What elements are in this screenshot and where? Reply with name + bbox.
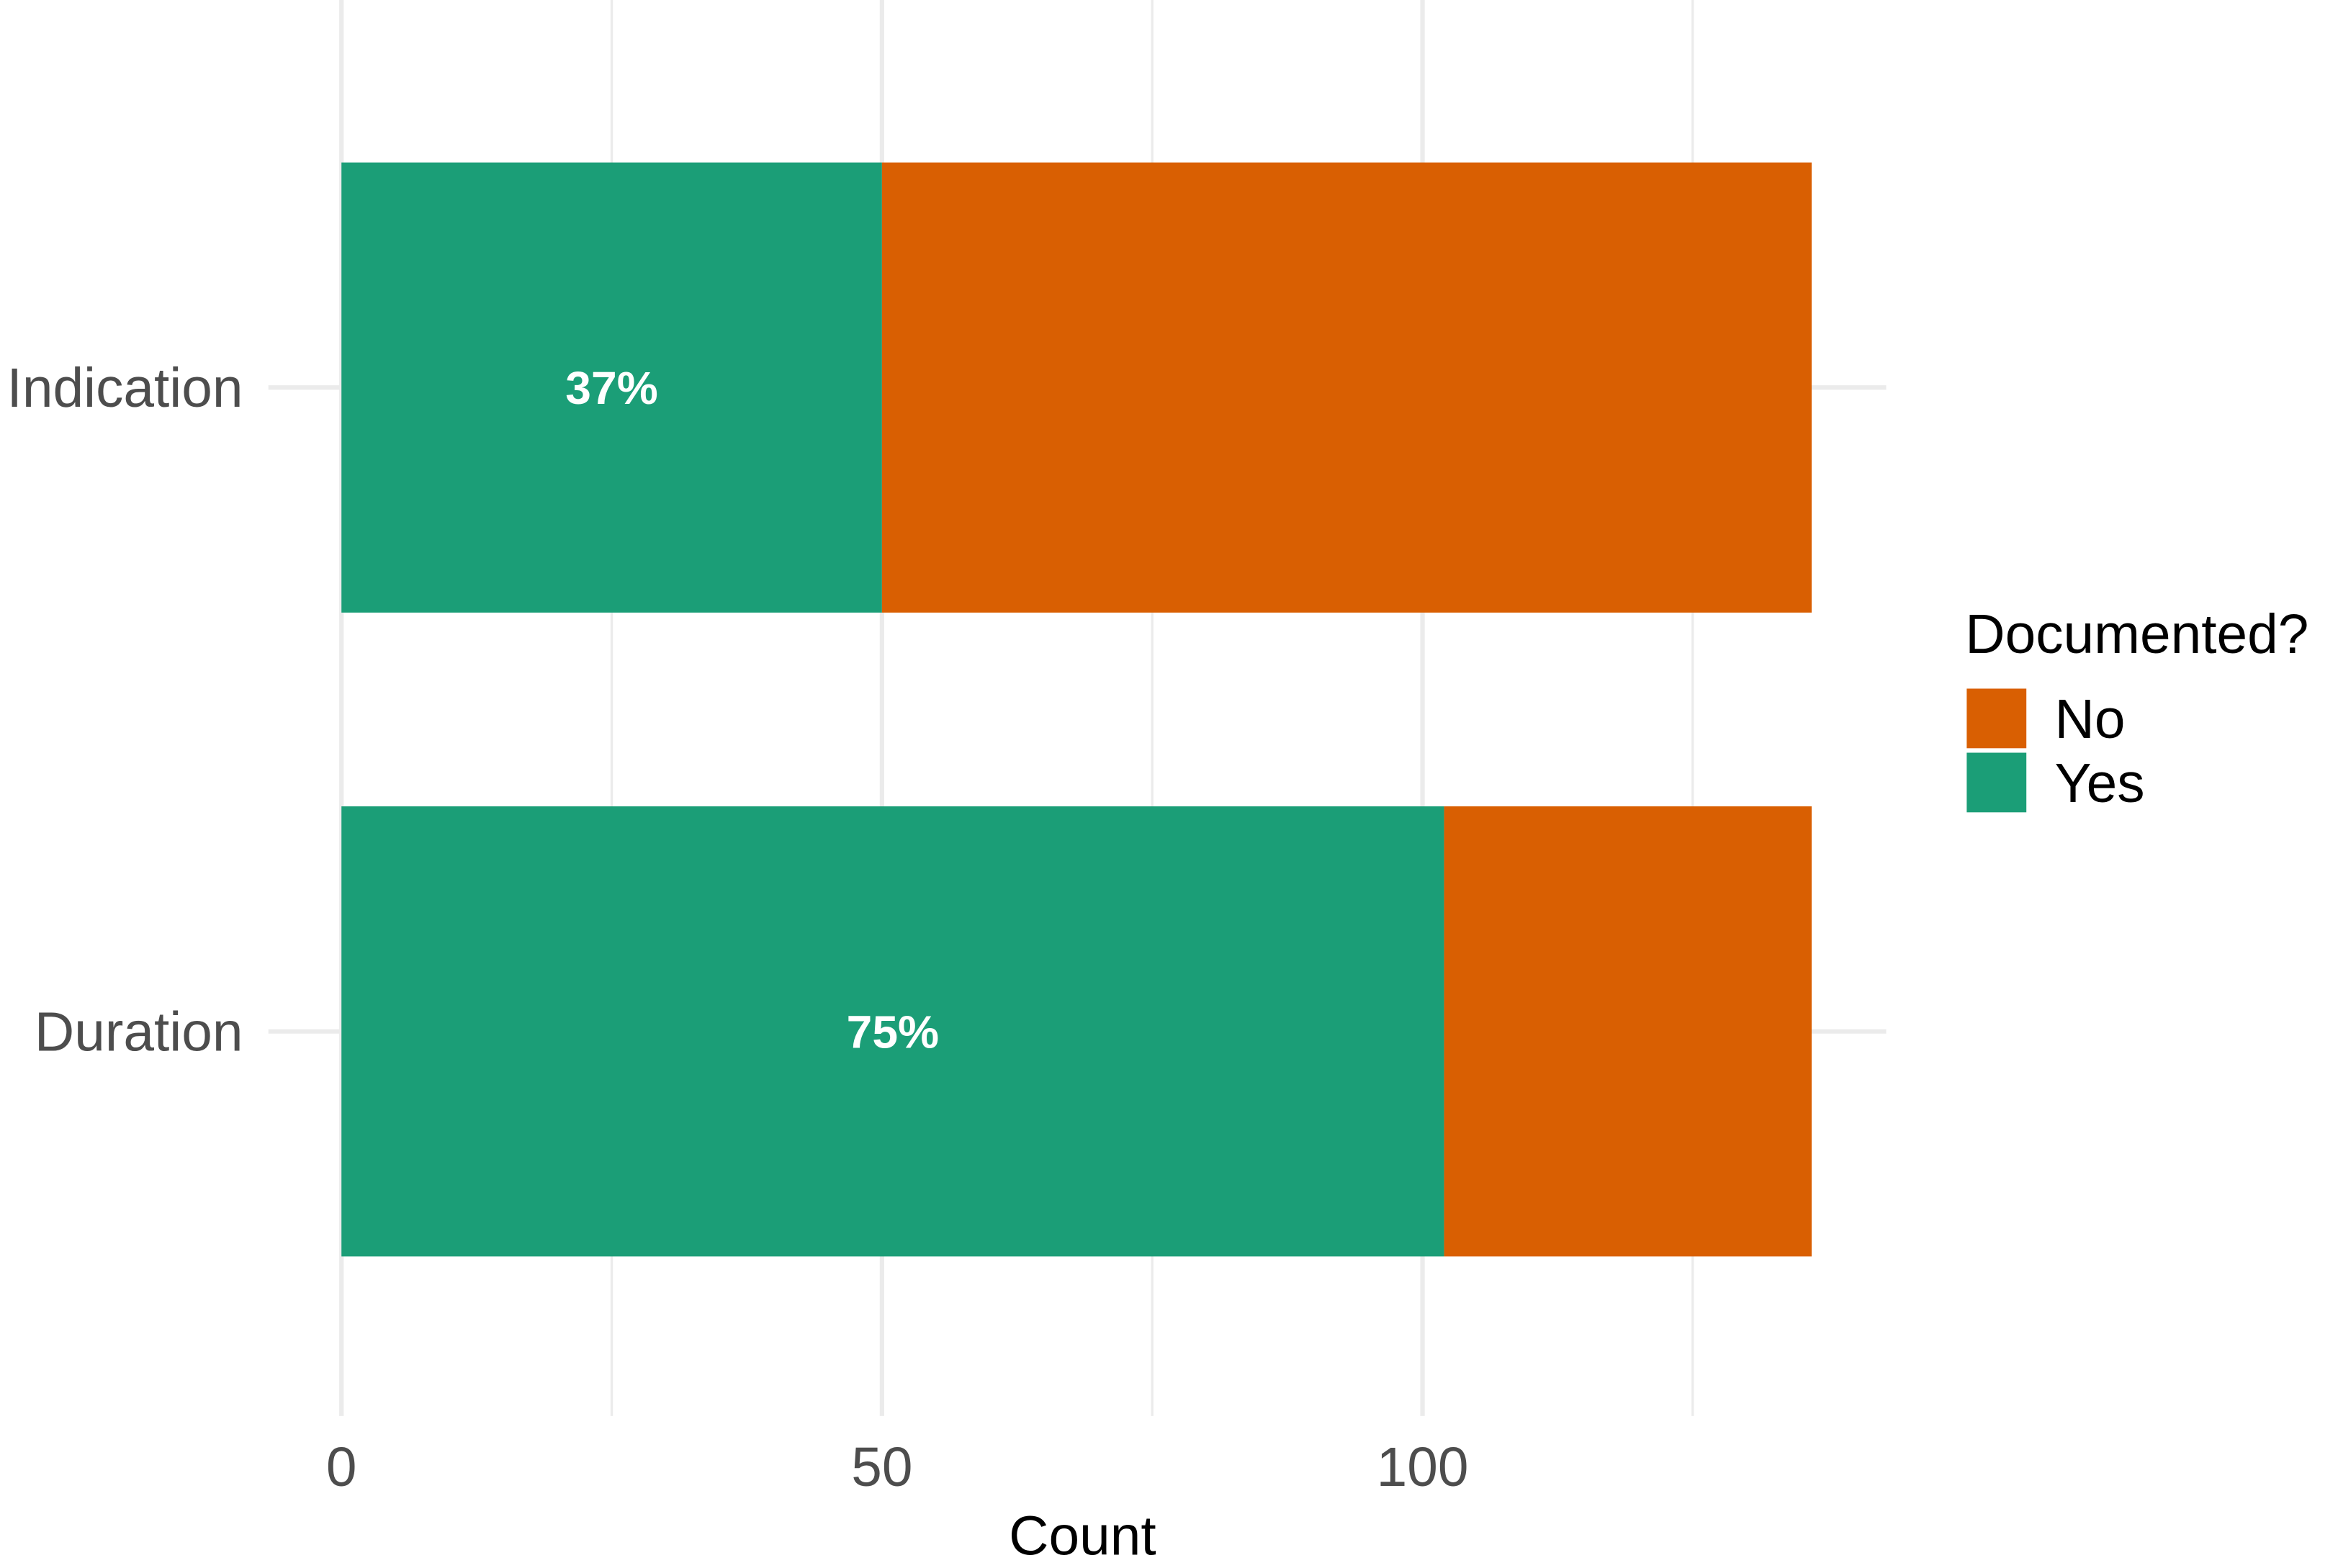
x-tick-label: 100 (1377, 1437, 1469, 1498)
x-tick-label: 50 (851, 1437, 912, 1498)
x-tick-label: 0 (326, 1437, 357, 1498)
data-label: 37% (565, 362, 657, 414)
y-tick-label: Indication (7, 358, 243, 419)
legend-title: Documented? (1965, 604, 2308, 665)
bar-yes-duration (341, 806, 1444, 1257)
y-tick-label: Duration (35, 1002, 243, 1063)
legend-label: Yes (2055, 753, 2145, 814)
legend-key-no (1966, 688, 2027, 749)
legend-key-yes (1966, 752, 2027, 813)
legend-label: No (2055, 689, 2126, 750)
x-axis-title: Count (1009, 1505, 1156, 1567)
bar-yes-indication (341, 162, 882, 613)
bar-no-indication (881, 162, 1812, 613)
bar-no-duration (1444, 806, 1812, 1257)
data-label: 75% (847, 1006, 939, 1058)
